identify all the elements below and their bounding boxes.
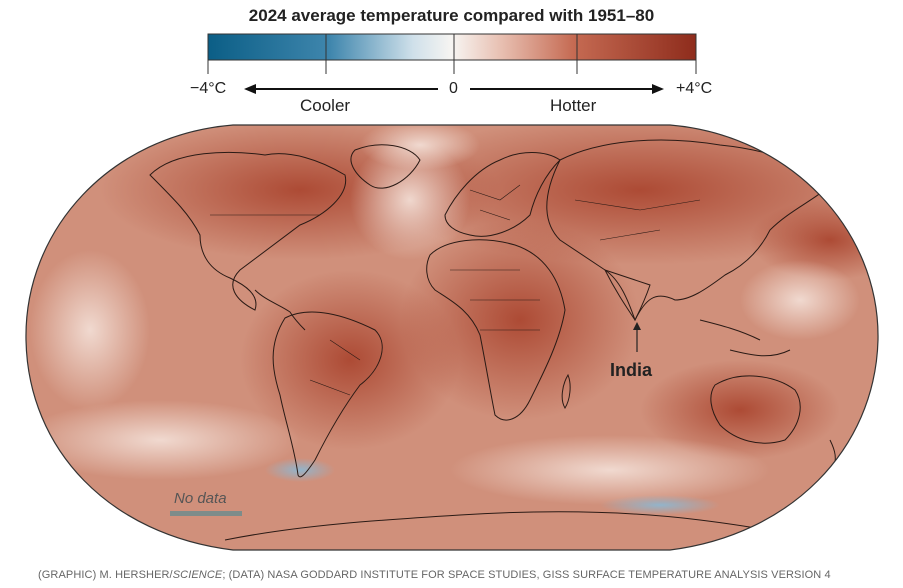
legend-hotter-label: Hotter bbox=[550, 96, 597, 115]
neutral-anomaly-south-pacific bbox=[25, 400, 300, 480]
south-america-outline bbox=[272, 311, 383, 478]
madagascar-outline bbox=[561, 373, 571, 409]
antarctica-outline bbox=[224, 511, 791, 541]
legend-min-label: −4°C bbox=[190, 80, 227, 97]
legend-max-label: +4°C bbox=[676, 80, 713, 97]
legend-scale bbox=[207, 33, 697, 94]
neutral-anomaly-southern-ocean bbox=[450, 435, 770, 505]
legend-cooler-label: Cooler bbox=[300, 96, 351, 115]
india-annotation-arrowhead bbox=[633, 322, 641, 330]
country-borders bbox=[210, 184, 701, 396]
india-outline bbox=[604, 269, 651, 321]
australia-outline bbox=[710, 375, 801, 444]
map-body bbox=[25, 125, 879, 550]
central-america-outline bbox=[254, 289, 306, 331]
cool-anomaly-antarctic-coast bbox=[600, 495, 720, 515]
credit-suffix: ; (DATA) NASA GODDARD INSTITUTE FOR SPAC… bbox=[222, 569, 831, 581]
europe-outline bbox=[444, 152, 561, 237]
cooler-arrowhead bbox=[244, 84, 256, 94]
legend-mid-label: 0 bbox=[449, 80, 458, 97]
cool-anomaly-south-america-tip bbox=[265, 458, 335, 482]
asia-outline bbox=[546, 139, 831, 322]
continent-outlines bbox=[149, 139, 836, 541]
southeast-asia-islands-outline bbox=[699, 319, 791, 357]
africa-outline bbox=[426, 239, 566, 421]
credit-prefix: (GRAPHIC) M. HERSHER/ bbox=[38, 569, 173, 581]
chart-title: 2024 average temperature compared with 1… bbox=[248, 6, 655, 25]
north-america-outline bbox=[149, 151, 347, 311]
neutral-anomaly-west-pacific bbox=[740, 260, 860, 340]
hotter-arrowhead bbox=[652, 84, 664, 94]
neutral-anomaly-north-atlantic bbox=[350, 140, 470, 260]
credit-source: SCIENCE bbox=[172, 569, 223, 581]
neutral-anomaly-east-pacific bbox=[30, 250, 150, 410]
no-data-swatch bbox=[170, 511, 242, 516]
color-scale-bar bbox=[207, 33, 697, 61]
greenland-outline bbox=[350, 144, 421, 189]
source-credit: (GRAPHIC) M. HERSHER/SCIENCE; (DATA) NAS… bbox=[38, 569, 831, 581]
map-border bbox=[25, 124, 879, 551]
no-data-label: No data bbox=[174, 490, 227, 507]
india-annotation-label: India bbox=[610, 360, 653, 380]
neutral-anomaly-greenland bbox=[360, 125, 480, 170]
